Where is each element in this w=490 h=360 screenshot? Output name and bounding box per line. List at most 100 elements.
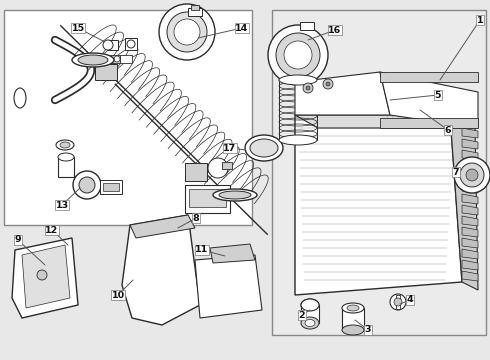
Ellipse shape <box>58 153 74 161</box>
Text: 16: 16 <box>328 26 342 35</box>
Ellipse shape <box>347 305 359 311</box>
Text: 5: 5 <box>435 90 441 99</box>
Polygon shape <box>462 227 478 237</box>
Ellipse shape <box>301 317 319 329</box>
Text: 7: 7 <box>453 167 459 176</box>
Circle shape <box>454 157 490 193</box>
Bar <box>301 305 319 323</box>
Circle shape <box>284 41 312 69</box>
Text: 4: 4 <box>407 296 413 305</box>
Text: 9: 9 <box>15 235 21 244</box>
Ellipse shape <box>14 88 26 108</box>
Text: 10: 10 <box>111 291 124 300</box>
Circle shape <box>306 86 310 90</box>
Bar <box>279 80 317 140</box>
Bar <box>380 118 478 128</box>
Circle shape <box>323 79 333 89</box>
Text: 8: 8 <box>193 213 199 222</box>
Polygon shape <box>450 115 478 290</box>
Ellipse shape <box>342 303 364 313</box>
Bar <box>342 308 364 330</box>
Polygon shape <box>462 238 478 248</box>
Text: 3: 3 <box>365 325 371 334</box>
Polygon shape <box>295 115 475 128</box>
Circle shape <box>276 33 320 77</box>
Circle shape <box>394 298 402 306</box>
Polygon shape <box>380 72 478 128</box>
Polygon shape <box>462 194 478 204</box>
Bar <box>189 189 226 207</box>
Polygon shape <box>462 205 478 215</box>
Circle shape <box>73 171 101 199</box>
Polygon shape <box>295 72 390 115</box>
Circle shape <box>460 163 484 187</box>
Bar <box>185 163 207 181</box>
Ellipse shape <box>56 140 74 150</box>
Bar <box>188 8 202 16</box>
Circle shape <box>159 4 215 60</box>
Text: 15: 15 <box>72 23 85 32</box>
Bar <box>4 10 252 225</box>
Circle shape <box>268 25 328 85</box>
Ellipse shape <box>219 191 251 199</box>
Polygon shape <box>12 238 78 318</box>
Text: 1: 1 <box>477 15 483 24</box>
Polygon shape <box>130 215 195 238</box>
Ellipse shape <box>301 299 319 311</box>
Bar <box>120 55 132 63</box>
Bar <box>108 40 118 50</box>
Bar <box>105 55 120 63</box>
Circle shape <box>174 19 200 45</box>
Polygon shape <box>210 244 255 263</box>
Circle shape <box>167 12 207 52</box>
Polygon shape <box>462 161 478 171</box>
Ellipse shape <box>305 320 315 327</box>
Bar <box>222 162 232 169</box>
Polygon shape <box>195 255 262 318</box>
Polygon shape <box>462 216 478 226</box>
Circle shape <box>37 270 47 280</box>
Ellipse shape <box>72 53 114 67</box>
Text: 11: 11 <box>196 246 209 255</box>
Polygon shape <box>462 183 478 193</box>
Polygon shape <box>295 115 462 295</box>
Ellipse shape <box>279 75 317 85</box>
Bar <box>100 180 122 194</box>
Polygon shape <box>462 172 478 182</box>
Bar <box>125 38 137 50</box>
Circle shape <box>303 83 313 93</box>
Ellipse shape <box>245 135 283 161</box>
Circle shape <box>127 40 135 48</box>
Text: 12: 12 <box>46 225 59 234</box>
Ellipse shape <box>279 135 317 145</box>
Bar <box>185 185 230 213</box>
Polygon shape <box>22 245 70 308</box>
Bar <box>191 5 199 10</box>
Circle shape <box>79 177 95 193</box>
Text: 13: 13 <box>55 201 69 210</box>
Bar <box>380 72 478 82</box>
Ellipse shape <box>60 142 70 148</box>
Ellipse shape <box>301 299 319 311</box>
Ellipse shape <box>342 325 364 335</box>
Bar <box>272 10 486 335</box>
Polygon shape <box>462 260 478 270</box>
Bar <box>103 183 119 191</box>
Polygon shape <box>462 128 478 138</box>
Ellipse shape <box>250 139 278 157</box>
Polygon shape <box>462 271 478 281</box>
Text: 14: 14 <box>235 23 248 32</box>
Bar <box>95 64 117 80</box>
Polygon shape <box>462 139 478 149</box>
Circle shape <box>326 82 330 86</box>
Bar <box>58 157 74 177</box>
Polygon shape <box>122 215 200 325</box>
Bar <box>396 295 400 309</box>
Text: 17: 17 <box>223 144 237 153</box>
Polygon shape <box>462 150 478 160</box>
Circle shape <box>466 169 478 181</box>
Text: 6: 6 <box>445 126 451 135</box>
Circle shape <box>114 56 120 62</box>
Circle shape <box>208 158 228 178</box>
Bar <box>300 22 314 30</box>
